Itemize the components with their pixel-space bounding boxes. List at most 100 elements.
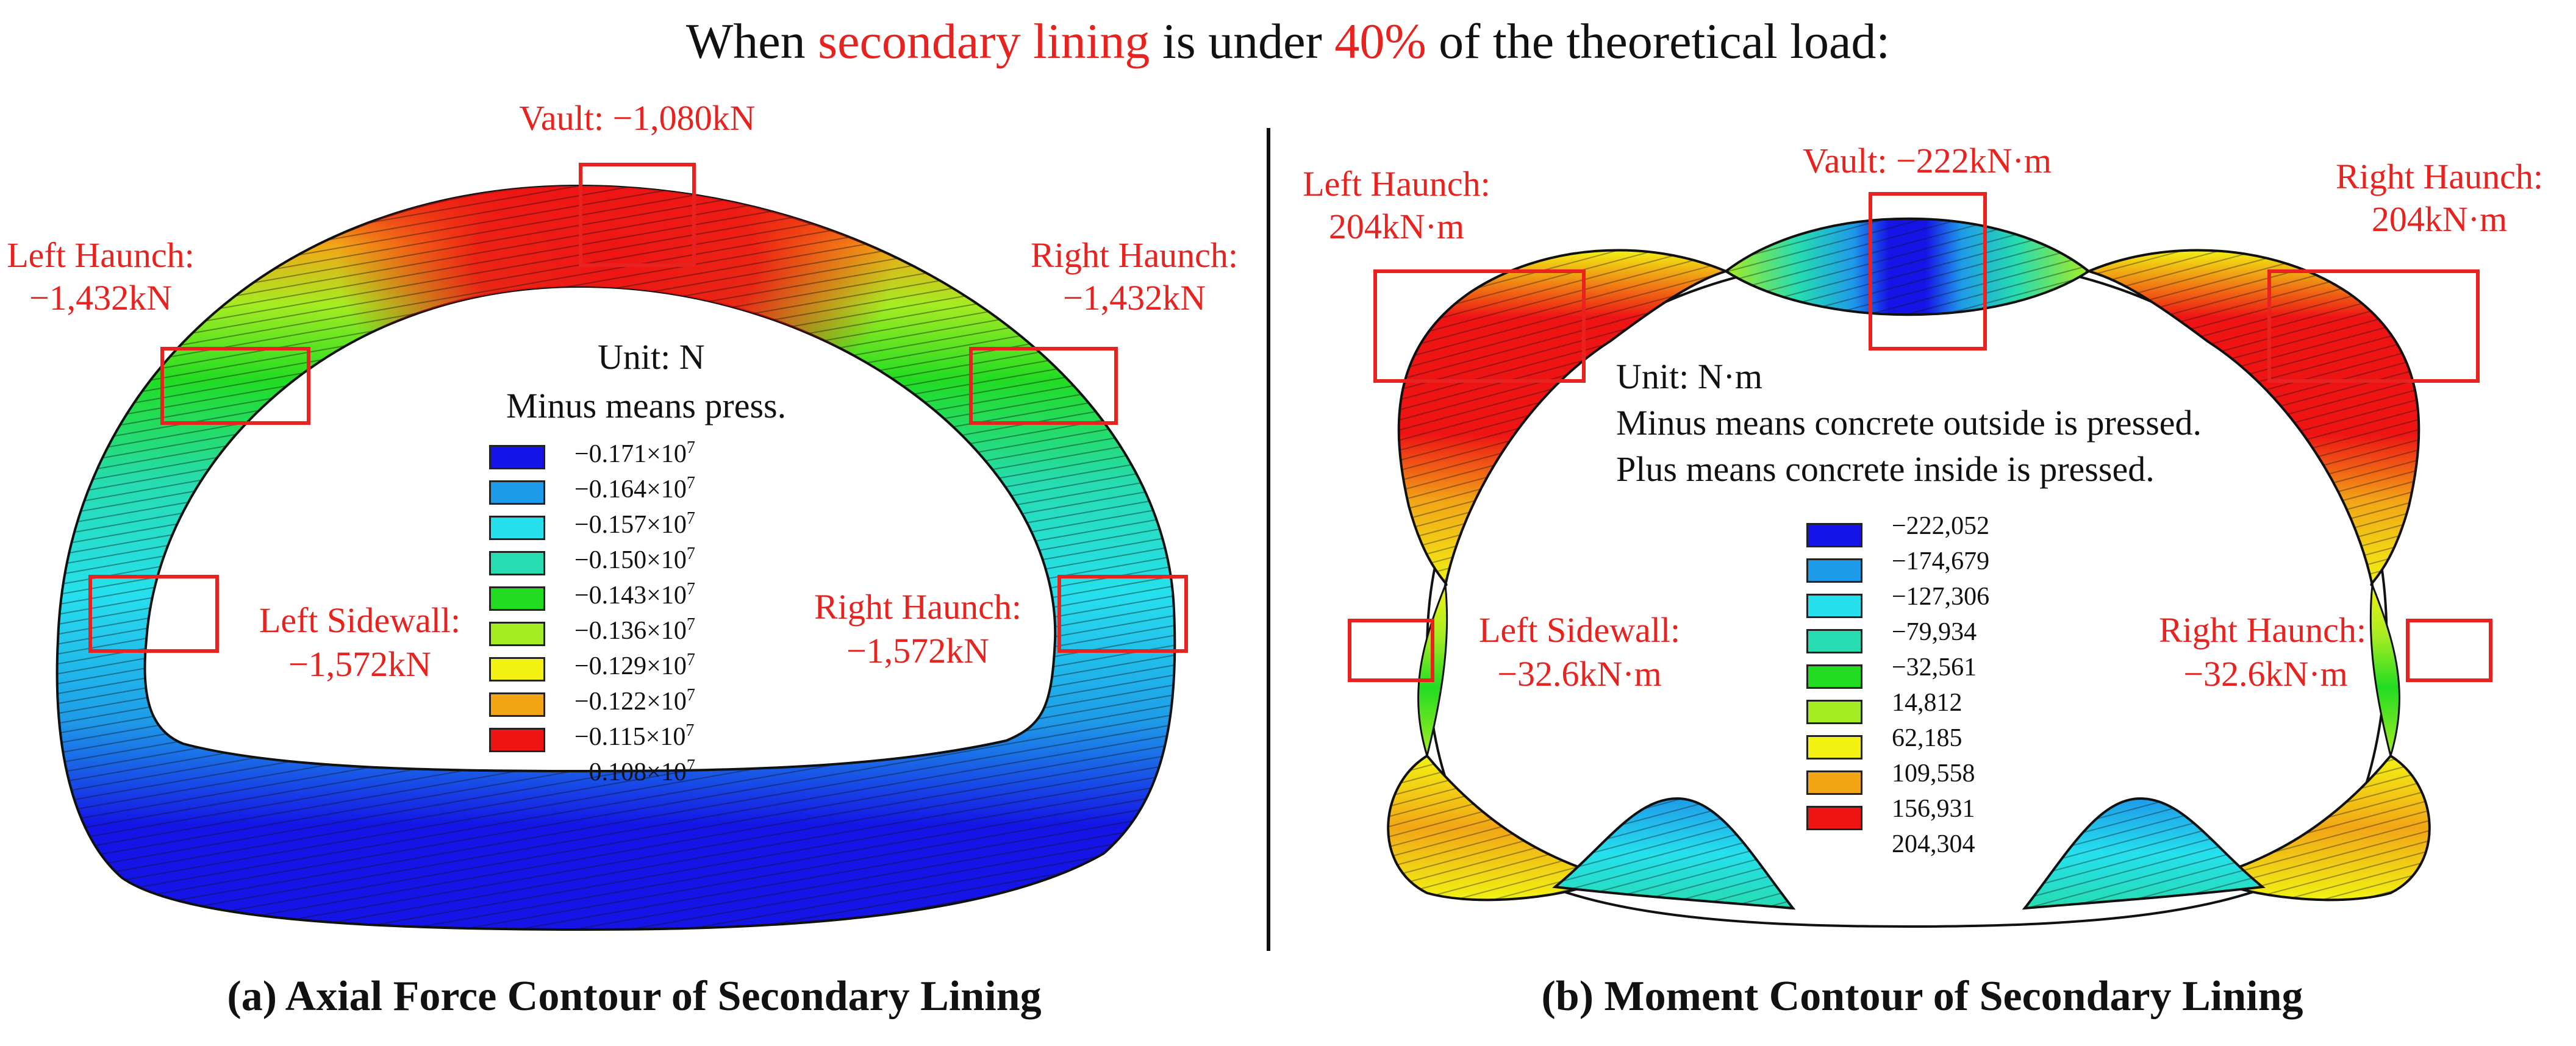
- legend-row: −79,934: [1806, 617, 2123, 653]
- label-left-sidewall-name: Left Sidewall:: [259, 600, 461, 640]
- legend-swatch: [1806, 700, 1862, 724]
- legend-swatch: [489, 445, 545, 469]
- legend-swatch: [489, 622, 545, 646]
- legend-swatch: [1806, 594, 1862, 618]
- figure-title: When secondary lining is under 40% of th…: [0, 11, 2576, 72]
- label-left-haunch-value: 204kN·m: [1328, 207, 1465, 246]
- legend-row: 156,931: [1806, 794, 2123, 830]
- caption-moment: (b) Moment Contour of Secondary Lining: [1541, 973, 2303, 1020]
- caption-axial: (a) Axial Force Contour of Secondary Lin…: [227, 973, 1042, 1020]
- moment-contour-diagram: [1348, 192, 2492, 928]
- legend-swatch: [489, 586, 545, 611]
- moment-right-invert-hump-hatch: [2025, 799, 2263, 908]
- marker-box-left-sidewall: [88, 575, 219, 653]
- moment-right-haunch-hatch: [2089, 250, 2419, 586]
- axial-ring-hatch: [57, 186, 1175, 930]
- legend-row: 109,558: [1806, 758, 2123, 795]
- legend-swatch: [1806, 664, 1862, 689]
- legend-value: −32,561: [1892, 653, 1977, 681]
- panel-axial-force: Vault: −1,080kN Left Haunch: −1,432kN Ri…: [0, 0, 1268, 1046]
- legend-swatch: [489, 516, 545, 540]
- label-vault: Vault: −1,080kN: [519, 98, 756, 138]
- label-left-haunch-value: −1,432kN: [29, 278, 173, 318]
- legend-swatch: [1806, 558, 1862, 583]
- unit-note-plus: Plus means concrete inside is pressed.: [1616, 449, 2155, 489]
- moment-right-foot-hatch: [2208, 756, 2430, 900]
- marker-box-vault: [1869, 192, 1987, 350]
- label-right-sidewall-name: Right Haunch:: [814, 587, 1021, 627]
- moment-legend: −222,052 −174,679 −127,306 −79,934 −32,5…: [1806, 511, 2123, 858]
- axial-legend: −0.171×107 −0.164×107 −0.157×107 −0.150×…: [489, 433, 806, 786]
- panel-divider: [1267, 128, 1270, 951]
- legend-value: −222,052: [1892, 512, 1990, 540]
- marker-box-right-haunch: [969, 347, 1118, 425]
- label-right-sidewall-value: −32.6kN·m: [2183, 654, 2348, 694]
- legend-swatch: [1806, 523, 1862, 547]
- legend-value: −127,306: [1892, 583, 1990, 611]
- legend-row: −0.164×107: [489, 468, 806, 505]
- legend-row: −0.129×107: [489, 645, 806, 681]
- legend-swatch: [489, 692, 545, 717]
- legend-row: −0.136×107: [489, 610, 806, 646]
- legend-row: −32,561: [1806, 652, 2123, 689]
- label-left-sidewall-value: −32.6kN·m: [1497, 654, 1662, 694]
- moment-left-haunch-hatch: [1398, 250, 1726, 586]
- legend-value: 156,931: [1892, 795, 1975, 823]
- marker-box-left-haunch: [1373, 269, 1586, 383]
- legend-value: −0.108×107: [574, 756, 695, 786]
- legend-value: −0.150×107: [574, 544, 695, 574]
- marker-box-right-haunch: [2267, 269, 2480, 383]
- label-right-haunch-value: −1,432kN: [1062, 278, 1206, 318]
- moment-crown-hatch: [1726, 218, 2089, 315]
- legend-value: 204,304: [1892, 830, 1975, 858]
- unit-label: Unit: N: [598, 337, 705, 377]
- title-part3: of the theoretical load:: [1426, 13, 1891, 69]
- legend-row: −174,679: [1806, 546, 2123, 583]
- legend-row: −0.150×107: [489, 539, 806, 575]
- legend-row: 62,185: [1806, 723, 2123, 760]
- label-left-haunch-name: Left Haunch:: [7, 235, 195, 275]
- panel-moment: Vault: −222kN·m Left Haunch: 204kN·m Rig…: [1268, 0, 2576, 1046]
- legend-value: 109,558: [1892, 760, 1975, 788]
- legend-row: −0.157×107: [489, 503, 806, 540]
- legend-row: −222,052: [1806, 511, 2123, 547]
- legend-row: −0.122×107: [489, 680, 806, 717]
- label-vault: Vault: −222kN·m: [1802, 141, 2052, 180]
- legend-row: −0.143×107: [489, 574, 806, 611]
- label-left-haunch-name: Left Haunch:: [1303, 164, 1490, 204]
- legend-value: −0.157×107: [574, 509, 695, 539]
- legend-row: −0.171×107: [489, 433, 806, 469]
- moment-left-foot-hatch: [1388, 756, 1610, 900]
- legend-value: −0.143×107: [574, 580, 695, 610]
- title-highlight-percent: 40%: [1334, 13, 1426, 69]
- legend-swatch: [489, 551, 545, 575]
- label-right-sidewall-value: −1,572kN: [846, 631, 990, 671]
- legend-swatch: [1806, 629, 1862, 653]
- legend-row: −0.115×107: [489, 716, 806, 752]
- marker-box-right-sidewall: [2406, 619, 2492, 682]
- title-part1: When: [685, 13, 818, 69]
- legend-value: −0.115×107: [574, 721, 695, 751]
- legend-swatch: [489, 728, 545, 752]
- legend-swatch: [1806, 735, 1862, 760]
- legend-value: −0.129×107: [574, 650, 695, 680]
- unit-note-minus: Minus means concrete outside is pressed.: [1616, 403, 2202, 443]
- legend-value: 62,185: [1892, 724, 1962, 752]
- legend-value: −0.122×107: [574, 686, 695, 716]
- label-left-sidewall-name: Left Sidewall:: [1478, 610, 1681, 650]
- label-right-haunch-name: Right Haunch:: [1031, 235, 1238, 275]
- title-highlight-lining: secondary lining: [818, 13, 1150, 69]
- legend-value: −0.136×107: [574, 615, 695, 645]
- legend-swatch: [489, 480, 545, 505]
- marker-box-right-sidewall: [1057, 575, 1188, 653]
- label-right-sidewall-name: Right Haunch:: [2159, 610, 2366, 650]
- axial-force-contour-diagram: [55, 163, 1188, 931]
- legend-value: −174,679: [1892, 547, 1990, 575]
- legend-value: −79,934: [1892, 618, 1977, 646]
- legend-swatch: [1806, 770, 1862, 795]
- moment-left-invert-hump-hatch: [1555, 799, 1793, 908]
- legend-row: 14,812: [1806, 688, 2123, 724]
- legend-value: −0.164×107: [574, 474, 695, 503]
- legend-value: 14,812: [1892, 689, 1962, 717]
- marker-box-left-sidewall: [1348, 619, 1434, 682]
